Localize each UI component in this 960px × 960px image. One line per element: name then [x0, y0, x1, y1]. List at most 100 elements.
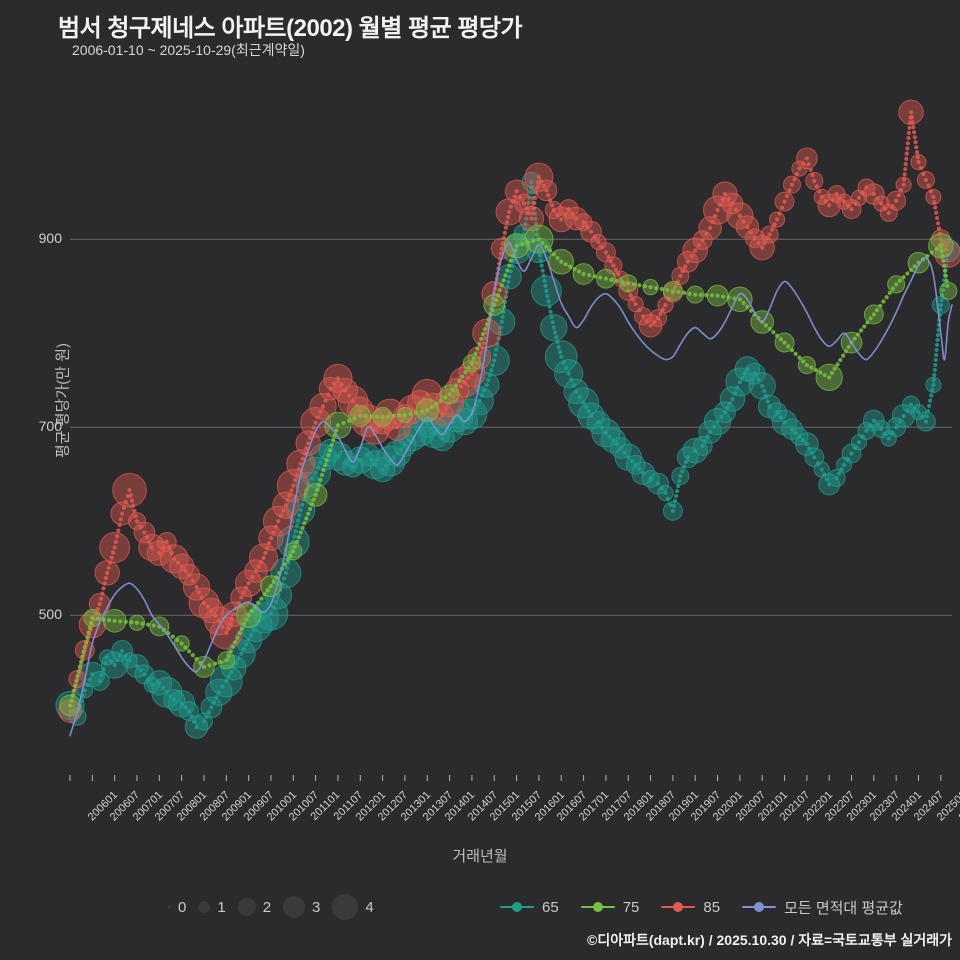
series-connector-dot: [663, 302, 668, 308]
data-bubble: [939, 281, 958, 300]
series-connector-dot: [321, 467, 326, 473]
series-connector-dot: [482, 327, 488, 332]
series-connector-dot: [931, 194, 936, 199]
series-connector-dot: [261, 555, 266, 560]
series-connector-dot: [935, 337, 940, 343]
data-bubble: [910, 154, 927, 171]
series-connector-dot: [675, 488, 680, 494]
legend-series-label: 85: [703, 898, 721, 916]
series-connector-dot: [242, 622, 247, 627]
series-connector-dot: [443, 395, 448, 400]
series-connector-dot: [681, 290, 687, 295]
series-connector-dot: [540, 268, 545, 273]
data-bubble: [714, 401, 736, 424]
legend-size-label: 0: [178, 898, 187, 916]
series-connector-dot: [428, 426, 434, 431]
series-connector-dot: [443, 406, 448, 411]
data-bubble: [577, 402, 605, 430]
legend-swatch-icon: [580, 900, 615, 914]
series-connector-dot: [97, 601, 102, 607]
series-connector-dot: [112, 545, 117, 550]
series-connector-dot: [118, 517, 123, 522]
data-bubble: [324, 411, 352, 439]
series-connector-dot: [447, 392, 452, 397]
series-connector-dot: [905, 141, 910, 146]
data-bubble: [925, 188, 942, 205]
data-bubble: [99, 532, 131, 563]
series-connector-dot: [263, 550, 268, 556]
series-connector-dot: [429, 404, 434, 410]
series-connector-dot: [391, 455, 396, 460]
data-bubble: [682, 438, 708, 464]
series-connector-dot: [186, 708, 192, 714]
series-connector-dot: [293, 544, 298, 549]
series-connector-dot: [737, 213, 742, 218]
legend-item-65[interactable]: 65: [500, 899, 559, 916]
series-connector-dot: [175, 560, 181, 565]
series-connector-dot: [637, 283, 642, 288]
series-connector-dot: [555, 255, 560, 261]
series-connector-dot: [74, 679, 79, 684]
series-connector-dot: [246, 581, 251, 586]
series-connector-dot: [748, 308, 754, 313]
series-connector-dot: [281, 576, 287, 581]
series-connector-dot: [905, 271, 910, 276]
legend-item-모든 면적대 평균값[interactable]: 모든 면적대 평균값: [742, 897, 903, 918]
series-connector-dot: [837, 471, 842, 476]
series-connector-dot: [256, 600, 261, 605]
series-connector-dot: [484, 382, 489, 387]
series-connector-dot: [587, 273, 592, 278]
data-bubble: [178, 563, 200, 586]
data-bubble: [706, 284, 729, 307]
series-connector-dot: [559, 354, 564, 359]
legend-size-bubble: [332, 894, 359, 920]
legend-size-bubble: [237, 898, 256, 916]
series-connector-dot: [693, 292, 698, 297]
series-connector-dot: [425, 408, 430, 413]
data-bubble: [415, 398, 440, 423]
series-connector-dot: [938, 302, 943, 308]
legend-size-label: 2: [262, 898, 272, 916]
series-connector-dot: [801, 438, 806, 443]
series-connector-dot: [673, 493, 679, 499]
series-connector-dot: [112, 618, 117, 623]
series-connector-dot: [281, 508, 286, 513]
series-connector-dot: [478, 350, 483, 355]
series-connector-dot: [557, 349, 563, 354]
data-bubble: [146, 540, 173, 566]
series-connector-dot: [864, 428, 869, 434]
series-connector-dot: [543, 283, 548, 288]
series-connector-dot: [903, 161, 908, 167]
series-connector-dot: [320, 404, 326, 409]
series-connector-dot: [741, 301, 746, 306]
series-connector-dot: [933, 357, 938, 363]
series-connector-dot: [105, 570, 110, 576]
series-connector-dot: [912, 406, 917, 411]
series-connector-dot: [544, 244, 549, 249]
series-connector-dot: [748, 230, 754, 235]
data-bubble: [514, 193, 534, 214]
series-connector-dot: [586, 409, 591, 414]
series-connector-dot: [905, 146, 910, 151]
series-connector-dot: [190, 578, 195, 583]
series-connector-dot: [298, 461, 303, 466]
data-bubble: [524, 162, 554, 192]
series-connector-dot: [226, 626, 231, 631]
legend-item-85[interactable]: 85: [661, 899, 720, 916]
series-connector-dot: [862, 324, 867, 329]
data-bubble: [439, 384, 460, 405]
series-connector-dot: [246, 613, 251, 618]
series-connector-dot: [494, 347, 499, 352]
series-connector-dot: [75, 674, 80, 679]
series-connector-dot: [687, 291, 692, 296]
legend-item-75[interactable]: 75: [580, 899, 639, 916]
data-bubble: [563, 378, 589, 405]
series-connector-dot: [715, 207, 720, 213]
series-connector-dot: [358, 408, 363, 413]
data-bubble: [743, 362, 766, 385]
data-bubble: [790, 427, 809, 446]
series-connector-dot: [841, 353, 846, 358]
data-bubble: [827, 468, 846, 487]
series-connector-dot: [134, 519, 140, 524]
series-connector-dot: [564, 365, 569, 371]
